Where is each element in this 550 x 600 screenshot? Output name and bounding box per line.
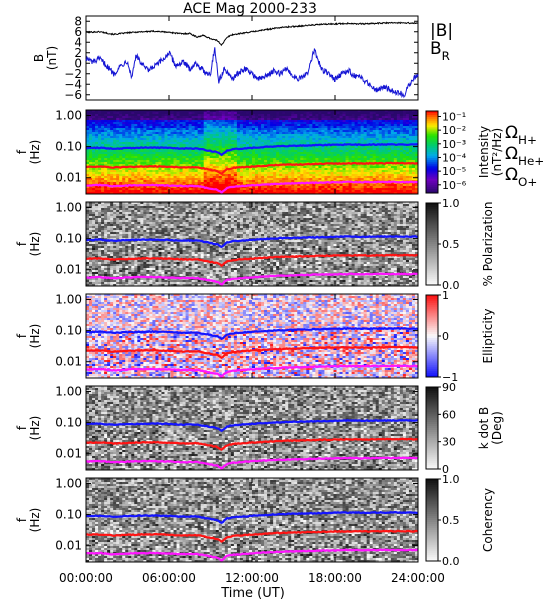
legend-b-magnitude: |B| <box>430 21 453 41</box>
colorbar-tick-label: 1 <box>442 289 449 302</box>
x-axis-label: Time (UT) <box>220 586 285 600</box>
panel-coherency: 1.00 0.10 0.01 f (Hz) 1.0 0.5 0.0 Coherency <box>15 473 495 568</box>
y-axis-label: B <box>32 54 46 62</box>
panel-intensity: 1.00 0.10 0.01 f (Hz) 10⁻¹10⁻²10⁻³10⁻⁴10⁻⁵10⁻… <box>15 108 504 194</box>
panel-ylabel: f (Hz) <box>15 232 42 257</box>
colorbar-tick-label: 30 <box>442 436 456 449</box>
colorbar-label: k dot B <box>477 407 491 449</box>
y-axis-label: f <box>15 333 29 338</box>
colorbar-tick-label: 0 <box>442 330 449 343</box>
colorbar-tick-label: 60 <box>442 408 456 421</box>
colorbar-polarization: 1.00.50.0% Polarization <box>426 197 495 292</box>
colorbar-label-group: Intensity (nT²/Hz) <box>477 126 504 178</box>
y-axis-unit: (Hz) <box>28 324 42 349</box>
y-axis-unit: (Hz) <box>28 508 42 533</box>
y-tick-label: 1.00 <box>55 292 82 306</box>
x-tick-label: 18:00:00 <box>308 571 362 585</box>
y-axis-unit: (Hz) <box>28 416 42 441</box>
colorbar-tick-label: 0.0 <box>442 555 460 568</box>
colorbar-tick-label: 90 <box>442 381 456 394</box>
y-axis-unit: (Hz) <box>28 232 42 257</box>
x-tick-label: 24:00:00 <box>391 571 445 585</box>
colorbar-intensity: 10⁻¹10⁻²10⁻³10⁻⁴10⁻⁵10⁻⁶ Intensity (nT²/Hz… <box>426 110 504 193</box>
y-tick-label: 0.01 <box>55 171 82 185</box>
colorbar-label: Coherency <box>481 488 495 552</box>
colorbar-label: % Polarization <box>481 202 495 287</box>
x-tick-label: 12:00:00 <box>225 571 279 585</box>
colorbar-coherency: 1.0 0.5 0.0 Coherency <box>426 473 495 568</box>
y-tick-label: 1.00 <box>55 476 82 490</box>
colorbar-tick-label: 10⁻³ <box>442 138 466 151</box>
y-tick-label: 0.01 <box>55 355 82 369</box>
panel-b-ylabel: B (nT) <box>32 46 59 70</box>
colorbar-tick-label: 10⁻⁶ <box>442 179 467 192</box>
colorbar-label-group: k dot B (Deg) <box>477 407 504 449</box>
colorbar-tick-label: 1.0 <box>442 197 460 210</box>
y-tick-label: 1.00 <box>55 108 82 122</box>
colorbar-tick-label: 0.5 <box>442 238 460 251</box>
colorbar-unit: (nT²/Hz) <box>490 128 504 176</box>
y-tick-label: −6 <box>64 88 82 102</box>
y-tick-label: 0.10 <box>55 324 82 338</box>
y-tick-label: 0.10 <box>55 232 82 246</box>
colorbar-tick-label: 10⁻⁵ <box>442 165 466 178</box>
y-tick-label: 0.10 <box>55 416 82 430</box>
colorbar-unit: (Deg) <box>490 411 504 445</box>
y-axis-label: f <box>15 425 29 430</box>
y-tick-label: 1.00 <box>55 384 82 398</box>
y-axis-unit: (nT) <box>45 46 59 70</box>
x-tick-label: 00:00:00 <box>59 571 113 585</box>
gyro-legend-oplus: ΩO+ <box>505 165 537 189</box>
colorbar-tick-label: 10⁻¹ <box>442 110 466 123</box>
panel-ylabel: f (Hz) <box>15 324 42 349</box>
y-tick-label: 1.00 <box>55 200 82 214</box>
panel-ylabel: f (Hz) <box>15 508 42 533</box>
y-tick-label: 0.01 <box>55 263 82 277</box>
panel-ylabel: f (Hz) <box>15 140 42 165</box>
colorbar-label-group: Coherency <box>481 488 495 552</box>
y-tick-label: 0.01 <box>55 539 82 553</box>
gyro-legend: ΩH+ΩHe+ΩO+ <box>505 123 544 189</box>
y-tick-label: 0.01 <box>55 447 82 461</box>
colorbar-label: Ellipticity <box>481 309 495 364</box>
y-tick-label: 0.10 <box>55 508 82 522</box>
legend-b-radial: BR <box>430 39 450 63</box>
y-axis-label: f <box>15 149 29 154</box>
colorbar-label-group: % Polarization <box>481 202 495 287</box>
y-axis-label: f <box>15 241 29 246</box>
y-axis-unit: (Hz) <box>28 140 42 165</box>
panel-polarization: 1.000.100.01f (Hz)1.00.50.0% Polarization <box>15 197 495 292</box>
colorbar-tick-label: 10⁻² <box>442 124 466 137</box>
colorbar-tick-label: 1.0 <box>442 473 460 486</box>
colorbar-tick-label: 0.5 <box>442 514 460 527</box>
panel-ylabel: f (Hz) <box>15 416 42 441</box>
chart-title: ACE Mag 2000-233 <box>183 1 317 17</box>
colorbar-label-group: Ellipticity <box>481 309 495 364</box>
y-axis-label: f <box>15 517 29 522</box>
colorbar-label: Intensity <box>477 126 491 178</box>
y-tick-label: 0.10 <box>55 140 82 154</box>
x-tick-label: 06:00:00 <box>142 571 196 585</box>
colorbar-tick-label: 10⁻⁴ <box>442 151 467 164</box>
